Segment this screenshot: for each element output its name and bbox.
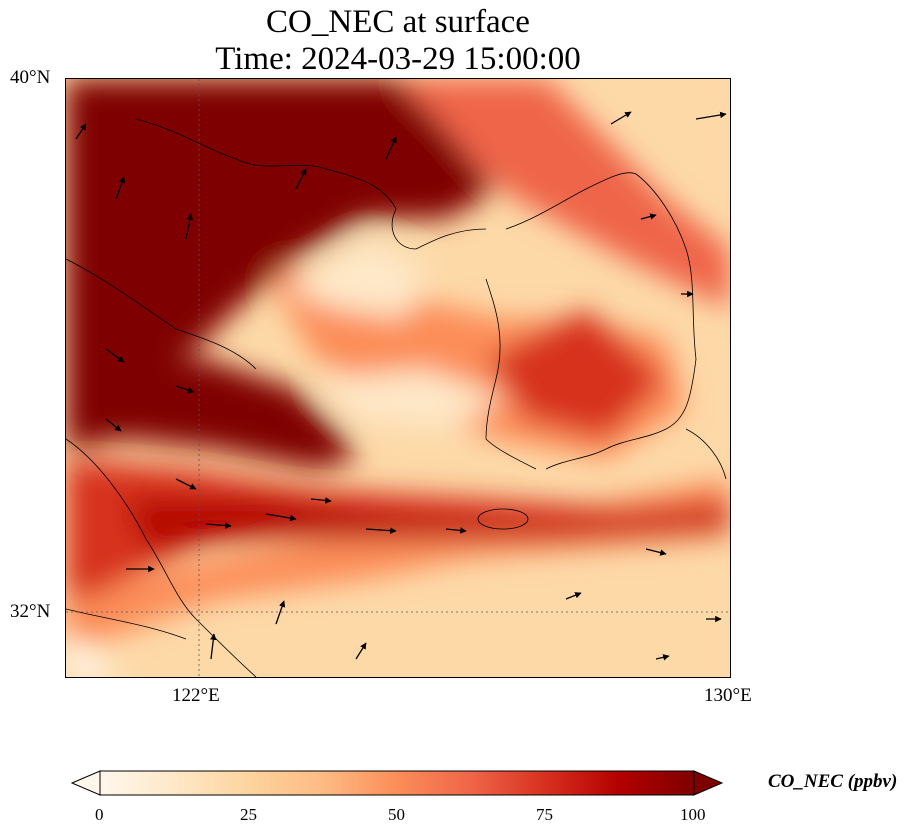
wind-vectors — [75, 111, 727, 661]
concentration-field — [66, 79, 730, 677]
colorbar-extend-max — [693, 770, 724, 796]
lat-tick-40n: 40°N — [10, 67, 51, 88]
concentration-map — [66, 79, 730, 677]
colorbar-tick-25: 25 — [240, 805, 257, 824]
lon-tick-130e: 130°E — [704, 685, 752, 706]
colorbar-gradient — [99, 770, 695, 796]
map-title-line1: CO_NEC at surface — [266, 4, 530, 40]
colorbar-label: CO_NEC (ppbv) — [768, 771, 898, 792]
colorbar-tick-75: 75 — [536, 805, 553, 824]
map-title-line2: Time: 2024-03-29 15:00:00 — [215, 41, 581, 77]
colorbar-tick-50: 50 — [388, 805, 405, 824]
coastlines — [66, 118, 727, 677]
map-panel[interactable] — [65, 78, 731, 678]
colorbar-tick-100: 100 — [680, 805, 706, 824]
graticule — [66, 79, 730, 677]
colorbar-extend-min — [70, 770, 101, 796]
lat-tick-32n: 32°N — [10, 601, 51, 622]
lon-tick-122e: 122°E — [172, 685, 220, 706]
colorbar-tick-0: 0 — [95, 805, 104, 824]
colorbar — [70, 770, 724, 796]
